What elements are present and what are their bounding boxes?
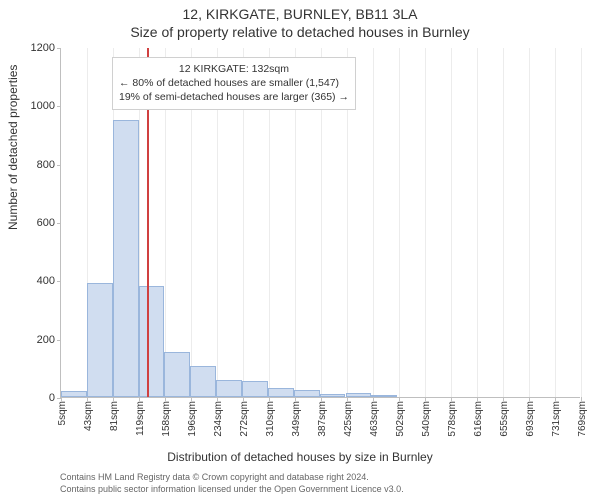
grid-line (581, 48, 582, 397)
x-tick-label: 196sqm (187, 401, 198, 437)
annotation-line-larger: 19% of semi-detached houses are larger (… (119, 90, 349, 104)
chart-container: 12, KIRKGATE, BURNLEY, BB11 3LA Size of … (0, 0, 600, 500)
histogram-bar (268, 388, 294, 397)
grid-line (555, 48, 556, 397)
annotation-title: 12 KIRKGATE: 132sqm (119, 62, 349, 76)
x-tick-label: 119sqm (135, 401, 146, 436)
grid-line (425, 48, 426, 397)
y-tick-mark (57, 398, 61, 399)
page-title-line2: Size of property relative to detached ho… (0, 24, 600, 40)
histogram-bar (87, 283, 113, 397)
y-tick-label: 0 (49, 392, 55, 404)
x-tick-label: 463sqm (369, 401, 380, 437)
x-tick-label: 731sqm (551, 401, 562, 437)
x-tick-label: 5sqm (57, 401, 68, 425)
histogram-bar (371, 395, 397, 397)
y-tick-mark (57, 223, 61, 224)
histogram-bar (164, 352, 190, 397)
x-tick-label: 655sqm (499, 401, 510, 437)
y-tick-label: 200 (37, 334, 55, 346)
grid-line (529, 48, 530, 397)
grid-line (451, 48, 452, 397)
y-tick-label: 800 (37, 159, 55, 171)
histogram-bar (113, 120, 139, 397)
x-tick-label: 234sqm (213, 401, 224, 437)
x-tick-label: 387sqm (317, 401, 328, 437)
grid-line (503, 48, 504, 397)
histogram-bar (139, 286, 165, 397)
footer-line2: Contains public sector information licen… (60, 484, 404, 494)
x-tick-label: 578sqm (447, 401, 458, 437)
histogram-bar (61, 391, 87, 397)
y-tick-label: 600 (37, 217, 55, 229)
histogram-bar (346, 393, 372, 397)
y-tick-label: 400 (37, 275, 55, 287)
y-tick-mark (57, 165, 61, 166)
x-tick-label: 425sqm (343, 401, 354, 437)
y-axis-label: Number of detached properties (6, 65, 20, 230)
x-axis-label: Distribution of detached houses by size … (0, 450, 600, 464)
y-tick-mark (57, 48, 61, 49)
page-title-line1: 12, KIRKGATE, BURNLEY, BB11 3LA (0, 6, 600, 22)
histogram-bar (294, 390, 320, 397)
x-tick-label: 693sqm (525, 401, 536, 437)
x-tick-label: 272sqm (239, 401, 250, 437)
y-tick-mark (57, 340, 61, 341)
annotation-line-smaller: ← 80% of detached houses are smaller (1,… (119, 76, 349, 90)
histogram-bar (216, 380, 242, 398)
y-tick-mark (57, 281, 61, 282)
x-tick-label: 616sqm (473, 401, 484, 437)
y-tick-mark (57, 106, 61, 107)
grid-line (373, 48, 374, 397)
x-tick-label: 81sqm (109, 401, 120, 431)
y-tick-label: 1000 (31, 100, 55, 112)
grid-line (399, 48, 400, 397)
annotation-box: 12 KIRKGATE: 132sqm ← 80% of detached ho… (112, 57, 356, 110)
histogram-bar (320, 394, 346, 397)
histogram-bar (190, 366, 216, 397)
x-tick-label: 158sqm (161, 401, 172, 437)
x-tick-label: 502sqm (395, 401, 406, 437)
y-tick-label: 1200 (31, 42, 55, 54)
x-tick-label: 540sqm (421, 401, 432, 437)
x-tick-label: 310sqm (265, 401, 276, 437)
histogram-bar (242, 381, 268, 397)
x-tick-label: 769sqm (577, 401, 588, 437)
x-tick-label: 349sqm (291, 401, 302, 437)
x-tick-label: 43sqm (83, 401, 94, 431)
grid-line (477, 48, 478, 397)
footer-line1: Contains HM Land Registry data © Crown c… (60, 472, 369, 482)
